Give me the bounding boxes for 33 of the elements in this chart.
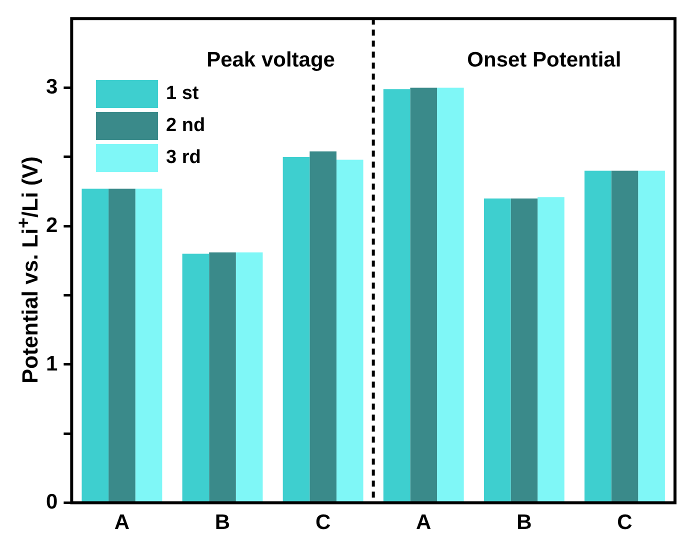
y-tick-label: 0: [46, 490, 58, 514]
bar: [135, 188, 162, 502]
bar: [336, 160, 364, 502]
legend-label: 1 st: [166, 83, 199, 105]
bar: [437, 88, 464, 502]
bar: [538, 197, 564, 502]
x-tick-label: A: [114, 511, 130, 534]
y-tick-label: 1: [46, 352, 58, 376]
y-tick-label: 3: [46, 76, 58, 99]
bar: [638, 170, 665, 502]
bar: [108, 188, 136, 502]
bar: [611, 170, 638, 502]
legend-label: 2 nd: [166, 115, 206, 137]
bar: [510, 198, 538, 502]
annotation: Onset Potential: [467, 48, 622, 72]
y-tick-label: 2: [46, 214, 58, 237]
bar: [383, 89, 410, 502]
x-tick-label: B: [516, 511, 532, 534]
legend-label: 3 rd: [166, 147, 201, 169]
bar: [310, 151, 336, 502]
bar: [209, 252, 236, 502]
annotation: Peak voltage: [206, 48, 335, 72]
x-tick-label: A: [416, 511, 432, 534]
x-tick-label: B: [214, 511, 230, 534]
x-tick-label: C: [617, 511, 632, 534]
bar: [410, 88, 438, 502]
bar: [236, 252, 263, 502]
bar: [584, 170, 612, 502]
bar: [282, 156, 310, 502]
bar: [182, 254, 210, 502]
x-tick-label: C: [315, 511, 331, 534]
bar: [82, 188, 109, 502]
bar: [484, 198, 511, 502]
